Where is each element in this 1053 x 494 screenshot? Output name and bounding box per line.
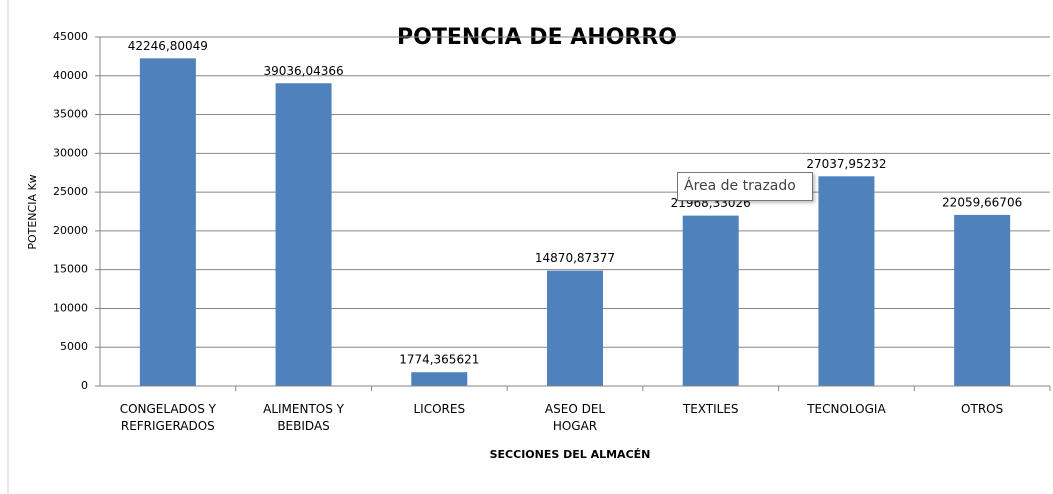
bar [275,83,332,387]
x-tick-label: TEXTILES [682,402,739,416]
bar [411,372,468,386]
data-label: 27037,95232 [806,157,886,171]
data-label: 42246,80049 [128,39,208,53]
data-label: 22059,66706 [942,195,1022,209]
tooltip: Área de trazado [677,172,813,201]
y-tick-label: 15000 [53,263,88,276]
y-tick-label: 25000 [53,185,88,198]
y-tick-label: 0 [81,379,88,392]
x-axis-title: SECCIONES DEL ALMACÉN [490,448,651,461]
y-tick-label: 45000 [53,30,88,43]
y-tick-label: 40000 [53,69,88,82]
y-tick-label: 30000 [53,146,88,159]
y-tick-label: 10000 [53,301,88,314]
bar [682,215,739,386]
y-tick-label: 5000 [60,340,88,353]
x-tick-label: OTROS [961,402,1004,416]
data-label: 1774,365621 [399,353,479,367]
data-label: 14870,87377 [535,251,615,265]
x-tick-label: LICORES [413,402,466,416]
bar [139,58,196,386]
bar [547,270,603,386]
y-tick-label: 20000 [53,224,88,237]
x-tick-label: TECNOLOGIA [807,402,886,416]
y-axis-title: POTENCIA Kw [26,174,39,249]
x-tick-label: ASEO DEL HOGAR [544,402,606,433]
x-tick-label: CONGELADOS Y REFRIGERADOS [119,402,216,433]
y-tick-label: 35000 [53,108,88,121]
bar [954,214,1011,386]
data-label: 39036,04366 [263,64,343,78]
x-tick-label: ALIMENTOS Y BEBIDAS [263,402,344,433]
bar [818,176,875,386]
